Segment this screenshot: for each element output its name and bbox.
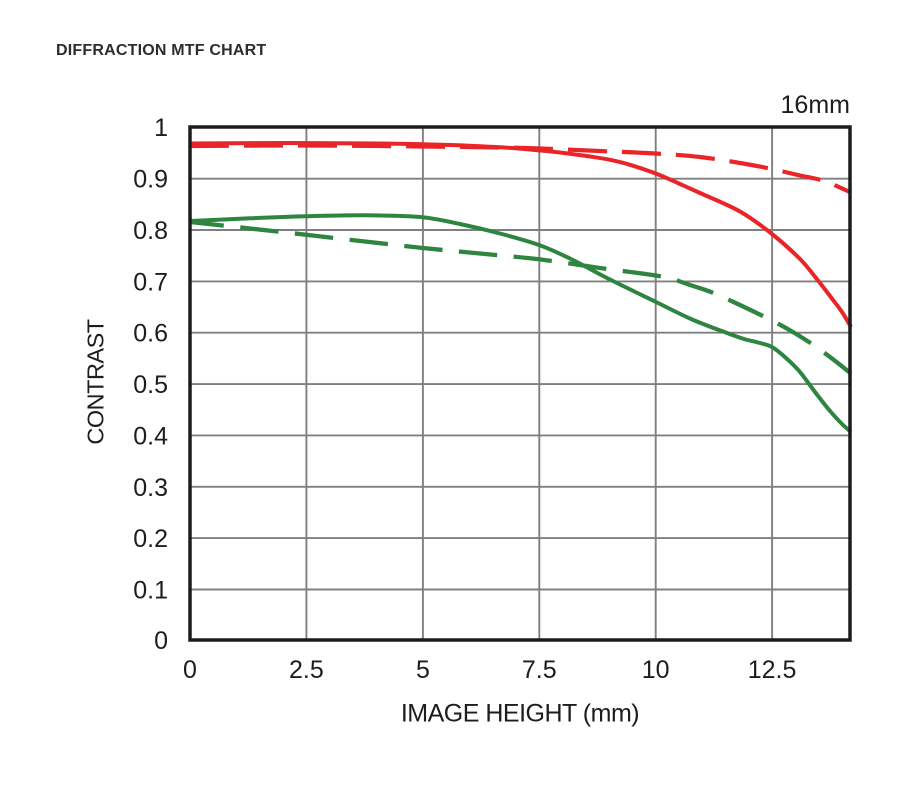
- svg-text:7.5: 7.5: [522, 656, 557, 684]
- svg-text:0.5: 0.5: [133, 371, 168, 399]
- svg-text:0: 0: [154, 627, 168, 655]
- svg-text:5: 5: [416, 656, 430, 684]
- svg-text:2.5: 2.5: [289, 656, 324, 684]
- svg-text:0.1: 0.1: [133, 577, 168, 605]
- svg-text:0.8: 0.8: [133, 217, 168, 245]
- svg-text:0.4: 0.4: [133, 422, 168, 450]
- svg-text:0.9: 0.9: [133, 166, 168, 194]
- svg-text:0.7: 0.7: [133, 268, 168, 296]
- svg-text:0.6: 0.6: [133, 320, 168, 348]
- svg-text:0: 0: [183, 656, 197, 684]
- svg-text:10: 10: [642, 656, 670, 684]
- svg-text:0.3: 0.3: [133, 474, 168, 502]
- svg-text:1: 1: [154, 114, 168, 142]
- svg-text:16mm: 16mm: [781, 91, 850, 119]
- svg-text:IMAGE HEIGHT (mm): IMAGE HEIGHT (mm): [401, 700, 639, 728]
- svg-text:0.2: 0.2: [133, 525, 168, 553]
- svg-text:12.5: 12.5: [748, 656, 797, 684]
- svg-text:CONTRAST: CONTRAST: [83, 319, 109, 444]
